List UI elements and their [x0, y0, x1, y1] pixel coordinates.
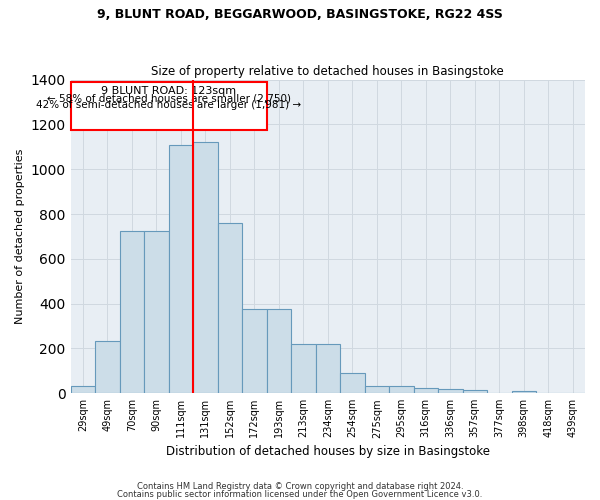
Text: 9, BLUNT ROAD, BEGGARWOOD, BASINGSTOKE, RG22 4SS: 9, BLUNT ROAD, BEGGARWOOD, BASINGSTOKE, … [97, 8, 503, 20]
Bar [365, 386, 389, 393]
Text: Contains public sector information licensed under the Open Government Licence v3: Contains public sector information licen… [118, 490, 482, 499]
Bar [438, 388, 463, 393]
Bar [71, 386, 95, 393]
Bar [340, 373, 365, 393]
Bar [169, 144, 193, 393]
Bar [316, 344, 340, 393]
Bar [119, 231, 144, 393]
Bar [193, 142, 218, 393]
Bar [463, 390, 487, 393]
Bar [291, 344, 316, 393]
Bar [242, 309, 266, 393]
FancyBboxPatch shape [71, 82, 266, 130]
Text: ← 58% of detached houses are smaller (2,750): ← 58% of detached houses are smaller (2,… [47, 94, 290, 104]
Text: 42% of semi-detached houses are larger (1,981) →: 42% of semi-detached houses are larger (… [36, 100, 301, 110]
Text: Contains HM Land Registry data © Crown copyright and database right 2024.: Contains HM Land Registry data © Crown c… [137, 482, 463, 491]
Bar [413, 388, 438, 393]
Y-axis label: Number of detached properties: Number of detached properties [15, 148, 25, 324]
Bar [389, 386, 413, 393]
Title: Size of property relative to detached houses in Basingstoke: Size of property relative to detached ho… [151, 66, 504, 78]
Text: 9 BLUNT ROAD: 123sqm: 9 BLUNT ROAD: 123sqm [101, 86, 236, 97]
Bar [512, 391, 536, 393]
Bar [95, 340, 119, 393]
X-axis label: Distribution of detached houses by size in Basingstoke: Distribution of detached houses by size … [166, 444, 490, 458]
Bar [266, 309, 291, 393]
Bar [218, 223, 242, 393]
Bar [144, 231, 169, 393]
